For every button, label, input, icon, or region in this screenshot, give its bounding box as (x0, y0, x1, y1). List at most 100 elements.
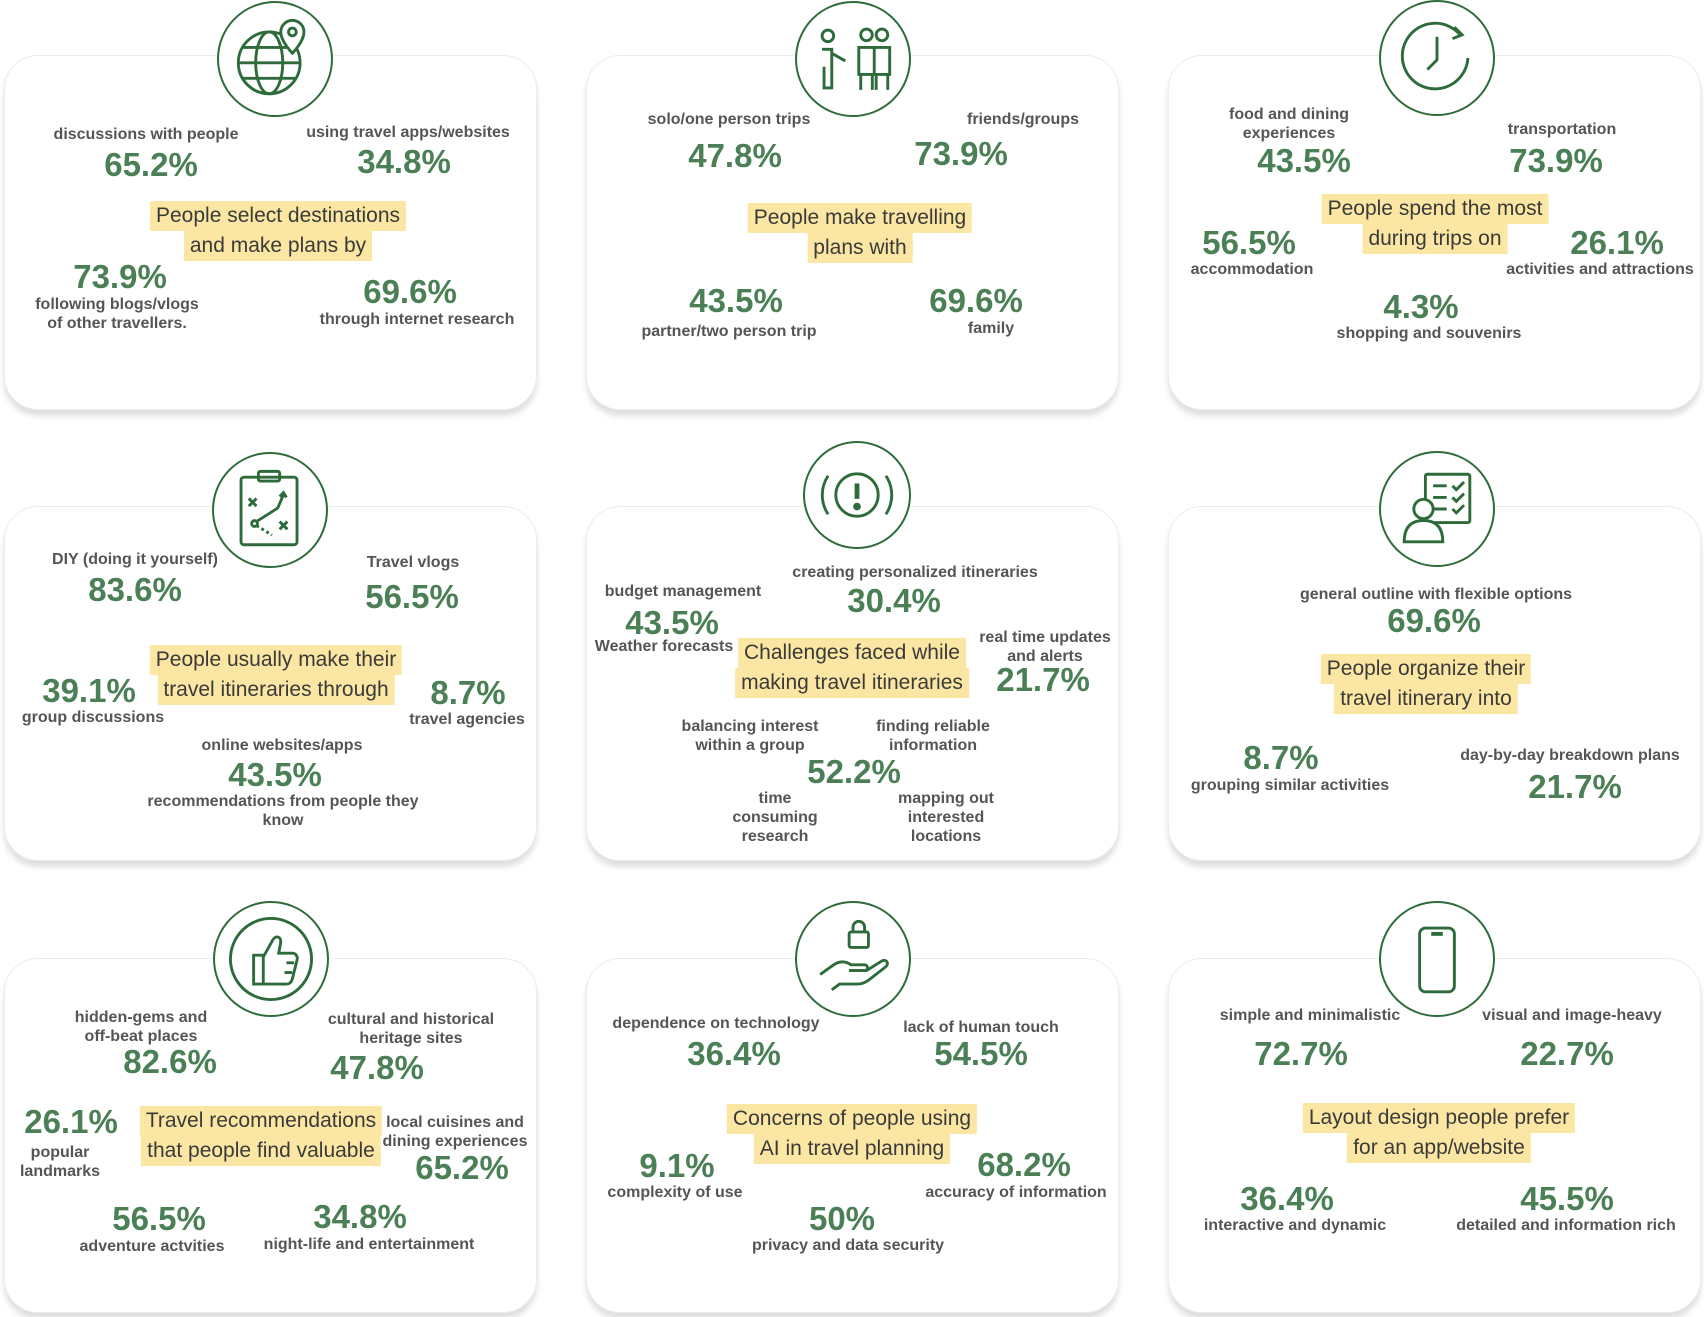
value-diy: 83.6% (88, 571, 182, 608)
value-friends: 73.9% (914, 135, 1008, 172)
label-online-websites: online websites/apps (201, 737, 363, 754)
value-accuracy: 68.2% (977, 1146, 1071, 1183)
label-internet-research: through internet research (319, 311, 515, 328)
label-real-time-updates: real time updates and alerts (979, 629, 1111, 665)
heading-line-1: People usually make their (149, 645, 403, 675)
label-adventure: adventure actvities (79, 1238, 225, 1255)
label-discussions: discussions with people (53, 126, 239, 143)
label-human-touch: lack of human touch (903, 1019, 1059, 1036)
heading-line-1: People select destinations (150, 201, 406, 231)
label-simple-minimalistic: simple and minimalistic (1219, 1007, 1401, 1024)
value-cultural: 47.8% (330, 1049, 424, 1086)
label-recommendations: recommendations from people they know (147, 793, 419, 829)
label-budget: budget management (604, 583, 762, 600)
label-creating-personalized: creating personalized itineraries (792, 564, 1038, 581)
value-online-websites: 43.5% (228, 756, 322, 793)
heading-line-2: that people find valuable (141, 1136, 381, 1166)
label-popular-landmarks: popular landmarks (19, 1144, 101, 1180)
heading-line-1: Challenges faced while (738, 638, 966, 668)
label-grouping-similar: grouping similar activities (1190, 777, 1390, 794)
label-privacy: privacy and data security (751, 1237, 945, 1254)
people-group-icon (795, 1, 911, 117)
label-transportation: transportation (1507, 121, 1617, 138)
label-day-by-day: day-by-day breakdown plans (1460, 747, 1680, 764)
value-human-touch: 54.5% (934, 1035, 1028, 1072)
card-heading: People select destinations and make plan… (150, 201, 406, 261)
value-blogs: 73.9% (73, 258, 167, 295)
card-heading: Concerns of people using AI in travel pl… (726, 1104, 978, 1164)
label-night-life: night-life and entertainment (263, 1236, 475, 1253)
label-visual-image-heavy: visual and image-heavy (1482, 1007, 1662, 1024)
label-activities: activities and attractions (1506, 261, 1694, 278)
value-night-life: 34.8% (313, 1198, 407, 1235)
heading-line-2: for an app/website (1347, 1133, 1531, 1163)
clipboard-strategy-icon (212, 452, 328, 568)
value-finding-reliable: 52.2% (807, 753, 901, 790)
value-day-by-day: 21.7% (1528, 768, 1622, 805)
value-creating-personalized: 30.4% (847, 582, 941, 619)
label-group-discussions: group discussions (21, 709, 165, 726)
label-dependence: dependence on technology (612, 1015, 820, 1032)
label-family: family (967, 320, 1015, 337)
value-travel-agencies: 8.7% (430, 674, 506, 711)
heading-line-1: People organize their (1320, 654, 1532, 684)
card-heading: Layout design people prefer for an app/w… (1302, 1103, 1576, 1163)
label-balancing-interest: balancing interest within a group (681, 718, 819, 754)
value-discussions: 65.2% (104, 146, 198, 183)
heading-line-2: making travel itineraries (735, 668, 969, 698)
label-hidden-gems: hidden-gems and off-beat places (74, 1009, 208, 1045)
heading-line-2: AI in travel planning (753, 1134, 951, 1164)
heading-line-2: during trips on (1362, 224, 1508, 254)
thumbs-up-icon (213, 901, 329, 1017)
heading-line-2: travel itineraries through (157, 675, 395, 705)
value-general-outline: 69.6% (1387, 602, 1481, 639)
label-time-consuming: time consuming research (732, 790, 818, 845)
label-shopping: shopping and souvenirs (1336, 325, 1522, 342)
value-activities: 26.1% (1570, 224, 1664, 261)
label-travel-apps: using travel apps/websites (306, 124, 510, 141)
label-cultural: cultural and historical heritage sites (327, 1011, 495, 1047)
clock-refresh-icon (1379, 0, 1495, 116)
value-real-time-updates: 21.7% (996, 661, 1090, 698)
card-heading: People organize their travel itinerary i… (1320, 654, 1532, 714)
label-interactive-dynamic: interactive and dynamic (1203, 1217, 1387, 1234)
value-visual-image-heavy: 22.7% (1520, 1035, 1614, 1072)
value-dependence: 36.4% (687, 1035, 781, 1072)
value-travel-apps: 34.8% (357, 143, 451, 180)
heading-line-2: travel itinerary into (1334, 684, 1518, 714)
card-heading: People make travelling plans with (747, 203, 973, 263)
value-group-discussions: 39.1% (42, 672, 136, 709)
value-solo: 47.8% (688, 137, 782, 174)
value-vlogs: 56.5% (365, 578, 459, 615)
card-heading: Challenges faced while making travel iti… (735, 638, 969, 698)
label-travel-agencies: travel agencies (409, 711, 525, 728)
value-budget: 43.5% (625, 604, 719, 641)
hand-lock-icon (795, 901, 911, 1017)
label-solo: solo/one person trips (647, 111, 811, 128)
heading-line-1: Layout design people prefer (1302, 1103, 1576, 1133)
label-complexity: complexity of use (607, 1184, 743, 1201)
value-simple-minimalistic: 72.7% (1254, 1035, 1348, 1072)
label-finding-reliable: finding reliable information (876, 718, 990, 754)
value-popular-landmarks: 26.1% (24, 1103, 118, 1140)
globe-pin-icon (217, 1, 333, 117)
label-blogs: following blogs/vlogs of other travellers… (35, 296, 199, 332)
heading-line-2: plans with (807, 233, 913, 263)
person-checklist-icon (1379, 451, 1495, 567)
value-internet-research: 69.6% (363, 273, 457, 310)
heading-line-1: People make travelling (747, 203, 973, 233)
card-heading: People usually make their travel itinera… (149, 645, 403, 705)
value-interactive-dynamic: 36.4% (1240, 1180, 1334, 1217)
value-grouping-similar: 8.7% (1243, 739, 1319, 776)
alert-exclamation-icon (803, 441, 911, 549)
label-food: food and dining experiences (1229, 106, 1349, 142)
value-local-cuisines: 65.2% (415, 1149, 509, 1186)
value-adventure: 56.5% (112, 1200, 206, 1237)
smartphone-icon (1379, 901, 1495, 1017)
value-accommodation: 56.5% (1202, 224, 1296, 261)
label-accommodation: accommodation (1190, 261, 1314, 278)
label-vlogs: Travel vlogs (366, 554, 460, 571)
label-diy: DIY (doing it yourself) (52, 551, 218, 568)
label-weather: Weather forecasts (594, 638, 734, 655)
label-mapping-out: mapping out interested locations (898, 790, 994, 845)
